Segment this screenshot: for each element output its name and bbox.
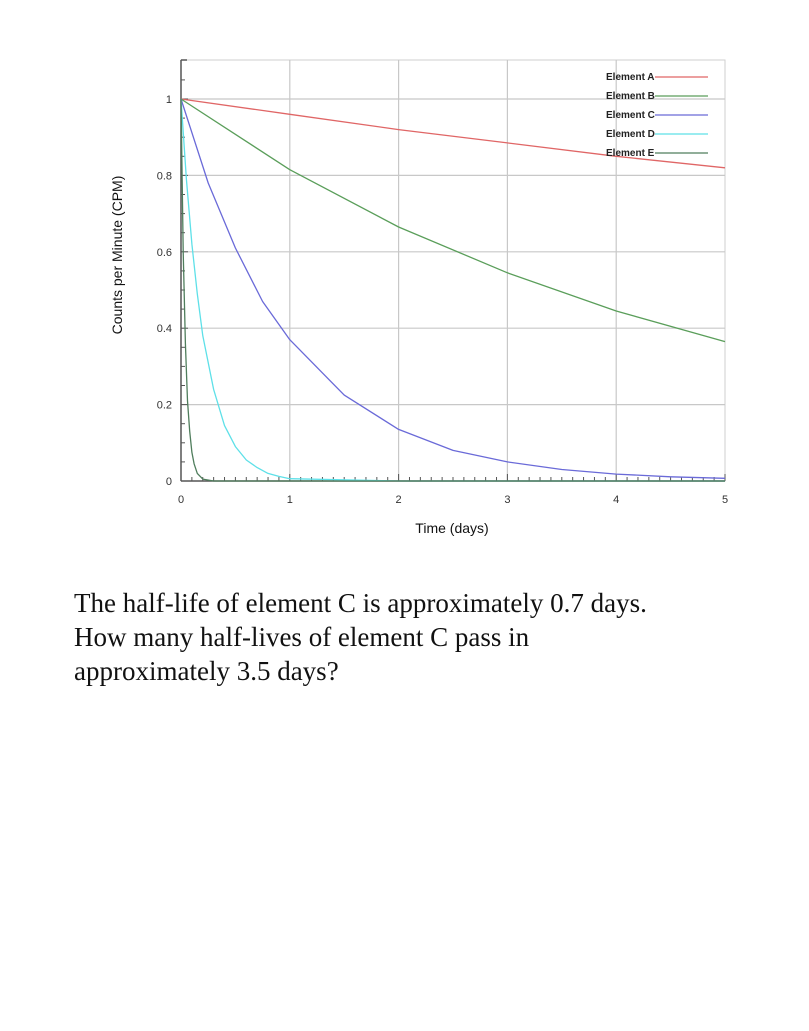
series-lines bbox=[180, 98, 726, 482]
legend-label-element-e: Element E bbox=[606, 148, 655, 159]
legend-label-element-d: Element D bbox=[606, 129, 655, 140]
y-tick-label: 0.2 bbox=[157, 400, 172, 412]
y-tick-label: 0 bbox=[166, 476, 172, 488]
x-tick-label: 4 bbox=[613, 494, 619, 506]
y-tick-label: 0.8 bbox=[157, 170, 172, 182]
x-tick-label: 5 bbox=[722, 494, 728, 506]
y-tick-label: 0.4 bbox=[157, 323, 172, 335]
legend: Element A Element B Element C Element D Elem… bbox=[606, 72, 708, 159]
legend-label-element-c: Element C bbox=[606, 110, 655, 121]
x-tick-label: 3 bbox=[504, 494, 510, 506]
series-line-element-a bbox=[180, 98, 726, 169]
x-axis-title: Time (days) bbox=[415, 520, 488, 536]
question-text: The half-life of element C is approximat… bbox=[74, 586, 774, 688]
question-line-3: approximately 3.5 days? bbox=[74, 656, 339, 686]
x-tick-label: 0 bbox=[178, 494, 184, 506]
question-line-2: How many half-lives of element C pass in bbox=[74, 622, 530, 652]
legend-label-element-b: Element B bbox=[606, 91, 655, 102]
y-tick-label: 1 bbox=[166, 94, 172, 106]
legend-label-element-a: Element A bbox=[606, 72, 655, 83]
axes bbox=[180, 59, 726, 482]
x-tick-label: 1 bbox=[287, 494, 293, 506]
series-line-element-b bbox=[180, 98, 726, 343]
plot-frame bbox=[180, 59, 726, 482]
x-tick-label: 2 bbox=[396, 494, 402, 506]
y-axis-title: Counts per Minute (CPM) bbox=[109, 176, 125, 335]
question-line-1: The half-life of element C is approximat… bbox=[74, 588, 647, 618]
series-line-element-e bbox=[180, 98, 725, 482]
y-tick-label: 0.6 bbox=[157, 247, 172, 259]
series-line-element-c bbox=[180, 98, 726, 479]
tick-labels: 0 1 2 3 4 5 0 0.2 0.4 0.6 0.8 1 bbox=[157, 94, 728, 506]
grid-lines bbox=[180, 59, 726, 482]
